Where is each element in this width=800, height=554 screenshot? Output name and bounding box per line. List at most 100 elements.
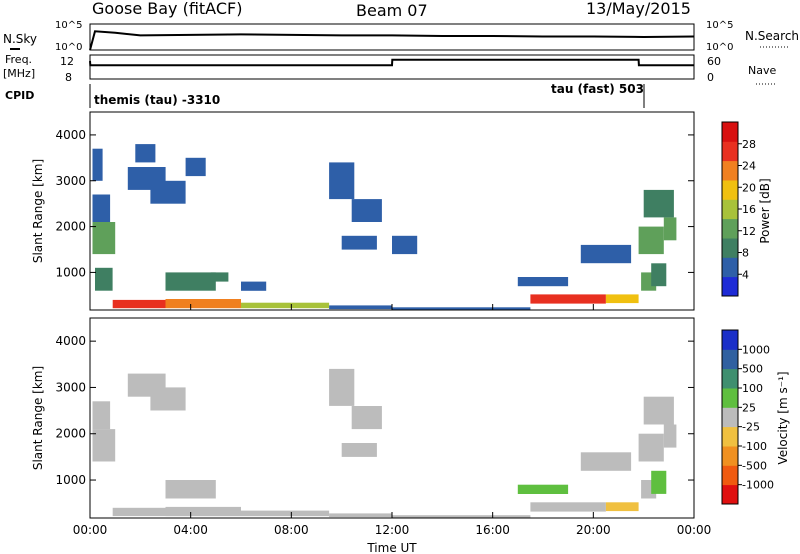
velocity-colorbar-tick-label: -1000 (742, 479, 774, 492)
noise-search-label: N.Search (745, 29, 799, 43)
freq-right-tick-bottom: 0 (707, 71, 714, 84)
velocity-colorbar-label: Velocity [m s⁻¹] (776, 371, 790, 464)
noise-left-tick-top: 10^5 (55, 20, 82, 31)
freq-left-tick-top: 12 (60, 55, 74, 68)
freq-line-group (89, 58, 694, 67)
power-colorbar-label: Power [dB] (758, 178, 772, 243)
station-title: Goose Bay (fitACF) (92, 0, 242, 18)
velocity-ylabel: Slant Range [km] (31, 366, 45, 470)
power-colorbar-segment (722, 122, 738, 142)
noise-left-tick-bottom: 10^0 (55, 42, 82, 53)
power-cell (638, 226, 664, 255)
date-title: 13/May/2015 (586, 0, 691, 18)
velocity-colorbar-tick-label: -500 (742, 459, 767, 472)
noise-sky-label: N.Sky (3, 32, 37, 46)
velocity-colorbar-tick-label: -25 (742, 421, 760, 434)
velocity-colorbar-tick-label: 1000 (742, 343, 770, 356)
noise-right-tick-bottom: 10^0 (706, 42, 733, 53)
power-cell (329, 162, 355, 200)
power-cell (241, 302, 330, 309)
x-tick-label: 04:00 (173, 523, 208, 537)
cpid-segment-2: tau (fast) 503 (551, 82, 644, 96)
power-ytick-label: 4000 (55, 128, 86, 142)
power-cell (517, 277, 569, 287)
velocity-colorbar-segment (722, 330, 738, 350)
power-cell (605, 294, 639, 304)
velocity-cell (605, 502, 639, 512)
power-cell (135, 144, 156, 163)
power-cell (663, 217, 677, 241)
power-cell (210, 272, 229, 282)
x-tick-label: 16:00 (475, 523, 510, 537)
power-cell (392, 307, 531, 310)
power-yticks: 1000 2000 3000 4000 (55, 128, 694, 279)
power-cell (351, 199, 382, 222)
velocity-cell (150, 387, 186, 411)
power-cell (150, 180, 186, 204)
noise-series-line (89, 30, 695, 51)
power-cell (651, 263, 667, 287)
velocity-cell (530, 502, 606, 512)
velocity-cell (165, 506, 241, 517)
x-tick-label: 00:00 (73, 523, 108, 537)
freq-label-1: Freq. (5, 53, 32, 66)
velocity-cell (329, 368, 355, 406)
velocity-colorbar-tick-label: 25 (742, 401, 756, 414)
velocity-ytick-label: 3000 (55, 380, 86, 394)
power-cell (643, 189, 674, 218)
power-colorbar-tick-label: 16 (742, 203, 756, 216)
power-cell (112, 299, 166, 309)
velocity-ytick-label: 4000 (55, 334, 86, 348)
noise-right-tick-top: 10^5 (706, 20, 733, 31)
power-cell (165, 299, 241, 309)
power-colorbar-tick-label: 4 (742, 268, 749, 281)
velocity-colorbar-tick-label: -100 (742, 440, 767, 453)
power-colorbar-tick-label: 8 (742, 247, 749, 260)
velocity-cells (92, 368, 677, 518)
noise-line-group (89, 30, 695, 51)
velocity-colorbar-segment (722, 446, 738, 466)
power-cells (92, 144, 677, 310)
freq-label-2: [MHz] (3, 67, 35, 80)
velocity-colorbar-tick-label: 100 (742, 382, 763, 395)
freq-right-tick-top: 60 (707, 55, 721, 68)
power-colorbar-segment (722, 199, 738, 220)
freq-panel-frame (89, 54, 695, 80)
velocity-colorbar-segment (722, 368, 738, 389)
beam-title: Beam 07 (356, 1, 428, 20)
velocity-cell (165, 480, 216, 499)
velocity-colorbar-segment (722, 388, 738, 408)
velocity-cell (341, 443, 377, 457)
velocity-colorbar-frame (721, 329, 739, 505)
velocity-ytick-label: 2000 (55, 427, 86, 441)
power-colorbar-tick-label: 28 (742, 138, 756, 151)
power-cell (341, 235, 377, 250)
power-cell (392, 235, 418, 255)
velocity-colorbar-segment (722, 407, 738, 428)
power-ytick-label: 2000 (55, 220, 86, 234)
velocity-cell (92, 401, 111, 430)
velocity-colorbar-segment (722, 484, 738, 505)
velocity-cell (92, 429, 116, 462)
velocity-colorbar-segment (722, 465, 738, 486)
x-tick-label: 20:00 (576, 523, 611, 537)
nave-label: Nave (748, 64, 776, 77)
velocity-cell (392, 515, 531, 518)
velocity-colorbar-segment (722, 349, 738, 370)
power-cell (329, 305, 392, 310)
power-cell (185, 157, 206, 177)
power-cell (92, 148, 103, 181)
power-colorbar-tick-label: 20 (742, 181, 756, 194)
velocity-colorbar-segment (722, 426, 738, 447)
velocity-ytick-label: 1000 (55, 473, 86, 487)
velocity-cell (329, 513, 392, 518)
freq-left-tick-bottom: 8 (65, 71, 72, 84)
freq-series-line (89, 58, 694, 67)
velocity-cell (517, 484, 569, 494)
power-colorbar: 4 8 12 16 20 24 28 (721, 121, 756, 297)
power-colorbar-segment (722, 141, 738, 162)
power-colorbar-segment (722, 180, 738, 200)
power-colorbar-segment (722, 238, 738, 258)
velocity-cell (241, 510, 330, 517)
velocity-cell (638, 433, 664, 462)
